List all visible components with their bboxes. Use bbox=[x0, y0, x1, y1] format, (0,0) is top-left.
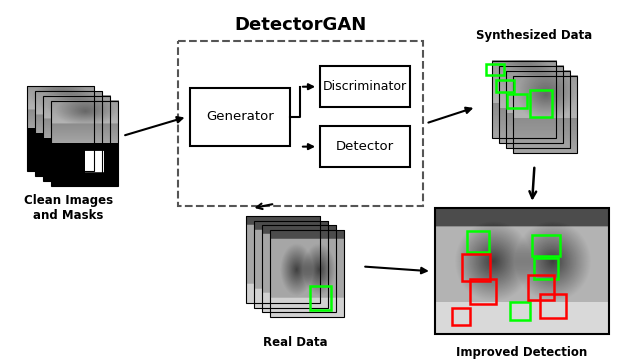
Bar bbox=[534, 258, 558, 279]
Bar bbox=[35, 91, 102, 176]
Bar bbox=[510, 302, 530, 320]
Bar bbox=[190, 88, 290, 146]
Text: Improved Detection: Improved Detection bbox=[456, 346, 588, 359]
Text: Clean Images
and Masks: Clean Images and Masks bbox=[24, 194, 113, 222]
Bar bbox=[530, 90, 552, 117]
Bar bbox=[320, 126, 410, 167]
Bar bbox=[496, 80, 514, 91]
Bar bbox=[254, 221, 329, 307]
Bar bbox=[486, 63, 504, 75]
Bar bbox=[492, 61, 556, 138]
Bar bbox=[507, 94, 527, 108]
Text: Generator: Generator bbox=[206, 110, 274, 123]
Bar bbox=[320, 66, 410, 107]
Bar bbox=[470, 279, 496, 304]
Text: Detector: Detector bbox=[336, 140, 394, 153]
Bar bbox=[498, 66, 564, 143]
Bar bbox=[27, 86, 94, 171]
Bar bbox=[309, 286, 332, 310]
Bar bbox=[505, 71, 570, 148]
Bar bbox=[528, 275, 554, 300]
Text: Discriminator: Discriminator bbox=[323, 80, 407, 93]
Bar bbox=[462, 254, 490, 281]
Text: DetectorGAN: DetectorGAN bbox=[234, 15, 366, 33]
Bar bbox=[51, 101, 118, 186]
Bar bbox=[435, 208, 609, 334]
Bar bbox=[246, 216, 321, 303]
Bar bbox=[270, 230, 345, 317]
Bar bbox=[262, 225, 337, 312]
Bar bbox=[513, 76, 577, 153]
Bar bbox=[43, 96, 110, 181]
Bar bbox=[452, 308, 470, 325]
Text: Synthesized Data: Synthesized Data bbox=[476, 29, 593, 42]
Bar bbox=[467, 231, 489, 252]
Bar bbox=[532, 235, 560, 256]
Bar bbox=[540, 294, 566, 318]
Text: Real Data: Real Data bbox=[263, 336, 327, 349]
Bar bbox=[179, 41, 423, 206]
